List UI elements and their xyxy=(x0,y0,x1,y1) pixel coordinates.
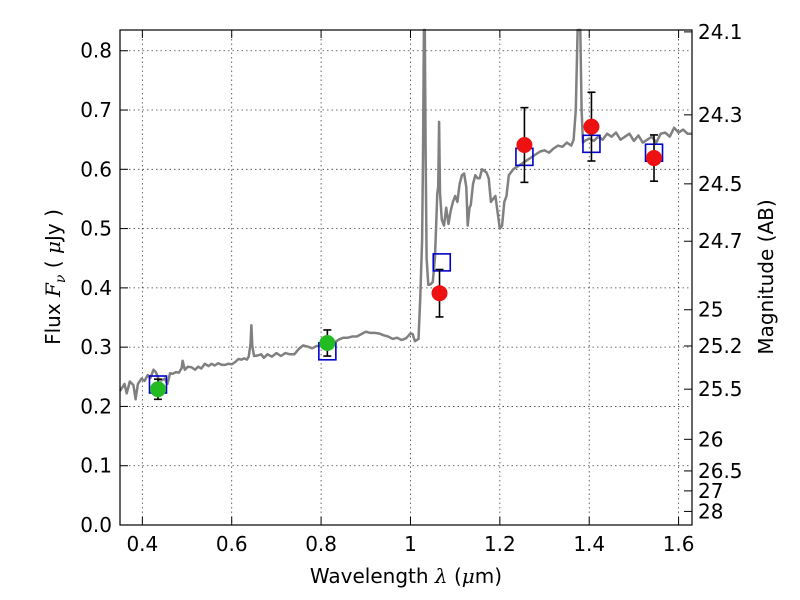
y2-tick-label: 24.3 xyxy=(698,103,743,127)
y2-tick-label: 26.5 xyxy=(698,459,743,483)
model-photometry-points xyxy=(148,134,664,394)
observed-circle-marker xyxy=(149,381,166,398)
observed-circle-marker xyxy=(431,285,448,302)
y-tick-label: 0.2 xyxy=(80,394,112,418)
x-axis-title: Wavelength λ (μm) xyxy=(310,564,502,588)
y-tick-label: 0.7 xyxy=(80,98,112,122)
grid xyxy=(120,30,692,526)
y2-tick-label: 28 xyxy=(698,499,723,523)
y-tick-label: 0.1 xyxy=(80,454,112,478)
observed-circle-marker xyxy=(516,137,533,154)
y-tick-label: 0.3 xyxy=(80,335,112,359)
x-tick-label: 1 xyxy=(404,532,417,556)
y-tick-label: 0.0 xyxy=(80,513,112,537)
x-tick-label: 0.4 xyxy=(126,532,158,556)
tick-labels: 0.4 0.6 0.8 1 1.2 1.4 1.6 0.0 0.1 0.2 0.3 0.4 0.5 0.6… xyxy=(80,20,742,556)
observed-circle-marker xyxy=(319,335,336,352)
y2-tick-label: 24.7 xyxy=(698,229,743,253)
x-tick-label: 0.8 xyxy=(305,532,337,556)
y2-tick-label: 25.2 xyxy=(698,334,743,358)
model-spectrum xyxy=(118,28,692,401)
model-square-marker xyxy=(432,253,452,272)
y2-tick-label: 26 xyxy=(698,427,723,451)
y-tick-label: 0.4 xyxy=(80,276,112,300)
x-tick-label: 1.4 xyxy=(573,532,605,556)
x-tick-label: 1.6 xyxy=(663,532,695,556)
y2-axis-title: Magnitude (AB) xyxy=(754,199,778,354)
observed-circle-marker xyxy=(646,150,663,167)
y2-tick-label: 25 xyxy=(698,298,723,322)
y-tick-label: 0.6 xyxy=(80,157,112,181)
observed-photometry-points xyxy=(149,118,663,398)
observed-circle-marker xyxy=(583,118,600,135)
plot-frame xyxy=(119,29,693,526)
y2-tick-label: 27 xyxy=(698,479,723,503)
y2-tick-label: 24.1 xyxy=(698,20,743,44)
y-tick-label: 0.5 xyxy=(80,217,112,241)
axis-ticks xyxy=(120,30,692,526)
y2-tick-label: 25.5 xyxy=(698,377,743,401)
y2-tick-label: 24.5 xyxy=(698,172,743,196)
x-tick-label: 1.2 xyxy=(484,532,516,556)
x-tick-label: 0.6 xyxy=(216,532,248,556)
spectrum-line xyxy=(118,28,692,401)
y-tick-label: 0.8 xyxy=(80,39,112,63)
y-axis-title: Flux Fν ( μJy ) xyxy=(41,209,69,345)
